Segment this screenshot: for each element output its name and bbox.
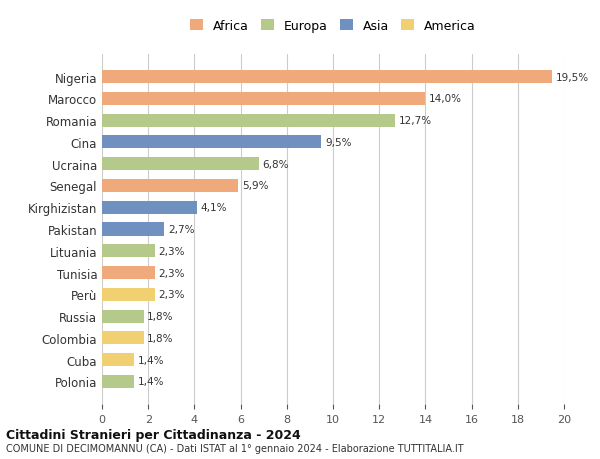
- Legend: Africa, Europa, Asia, America: Africa, Europa, Asia, America: [187, 16, 479, 36]
- Text: 2,3%: 2,3%: [158, 246, 185, 256]
- Bar: [102, 179, 238, 193]
- Bar: [102, 310, 143, 323]
- Bar: [102, 288, 155, 301]
- Text: 5,9%: 5,9%: [242, 181, 268, 191]
- Bar: [102, 266, 155, 280]
- Bar: [102, 71, 553, 84]
- Bar: [102, 353, 134, 366]
- Text: COMUNE DI DECIMOMANNU (CA) - Dati ISTAT al 1° gennaio 2024 - Elaborazione TUTTIT: COMUNE DI DECIMOMANNU (CA) - Dati ISTAT …: [6, 443, 464, 453]
- Text: 1,8%: 1,8%: [147, 311, 173, 321]
- Text: 1,8%: 1,8%: [147, 333, 173, 343]
- Text: 4,1%: 4,1%: [200, 203, 227, 213]
- Text: 2,3%: 2,3%: [158, 290, 185, 300]
- Bar: [102, 201, 197, 214]
- Text: 9,5%: 9,5%: [325, 138, 352, 148]
- Bar: [102, 375, 134, 388]
- Text: 1,4%: 1,4%: [138, 376, 164, 386]
- Text: Cittadini Stranieri per Cittadinanza - 2024: Cittadini Stranieri per Cittadinanza - 2…: [6, 428, 301, 442]
- Text: 2,3%: 2,3%: [158, 268, 185, 278]
- Text: 19,5%: 19,5%: [556, 73, 589, 83]
- Bar: [102, 93, 425, 106]
- Bar: [102, 331, 143, 345]
- Text: 12,7%: 12,7%: [399, 116, 432, 126]
- Text: 6,8%: 6,8%: [263, 159, 289, 169]
- Bar: [102, 245, 155, 258]
- Bar: [102, 114, 395, 128]
- Text: 2,7%: 2,7%: [168, 224, 194, 235]
- Bar: [102, 136, 322, 149]
- Bar: [102, 223, 164, 236]
- Bar: [102, 158, 259, 171]
- Text: 14,0%: 14,0%: [429, 94, 462, 104]
- Text: 1,4%: 1,4%: [138, 355, 164, 365]
